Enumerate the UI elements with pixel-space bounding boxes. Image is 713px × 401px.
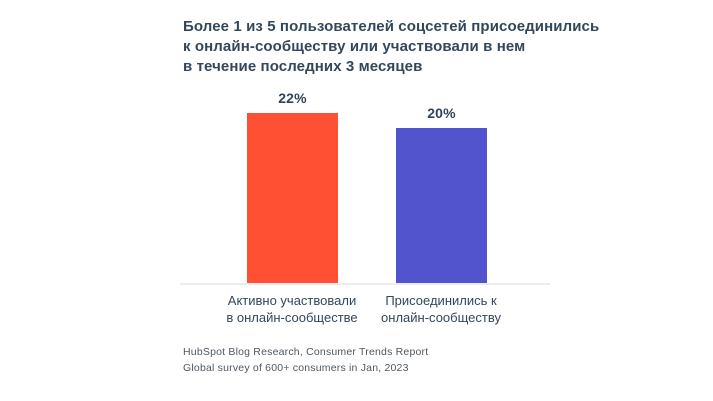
- category-label-line-1: Присоединились к: [385, 293, 497, 308]
- source-attribution: HubSpot Blog Research, Consumer Trends R…: [183, 344, 428, 376]
- chart-title: Более 1 из 5 пользователей соцсетей прис…: [183, 17, 599, 77]
- bar-group-joined-community: 20%: [396, 105, 487, 283]
- bar-joined-community: [396, 128, 487, 283]
- x-axis-baseline: [180, 283, 550, 285]
- bar-value-label: 22%: [278, 90, 307, 106]
- source-line-1: HubSpot Blog Research, Consumer Trends R…: [183, 346, 429, 358]
- bar-group-active-participants: 22%: [247, 90, 338, 283]
- chart-title-line-2: к онлайн-сообществу или участвовали в не…: [183, 38, 526, 55]
- category-label-joined-community: Присоединились к онлайн-сообществу: [341, 292, 541, 326]
- category-label-line-1: Активно участвовали: [227, 293, 357, 308]
- bar-value-label: 20%: [427, 105, 456, 121]
- bar-active-participants: [247, 113, 338, 283]
- category-label-line-2: в онлайн-сообществе: [226, 310, 358, 325]
- chart-title-line-1: Более 1 из 5 пользователей соцсетей прис…: [183, 18, 600, 35]
- chart-title-line-3: в течение последних 3 месяцев: [183, 58, 423, 75]
- category-label-line-2: онлайн-сообществу: [381, 310, 501, 325]
- source-line-2: Global survey of 600+ consumers in Jan, …: [183, 362, 409, 374]
- category-label-active-participants: Активно участвовали в онлайн-сообществе: [192, 292, 392, 326]
